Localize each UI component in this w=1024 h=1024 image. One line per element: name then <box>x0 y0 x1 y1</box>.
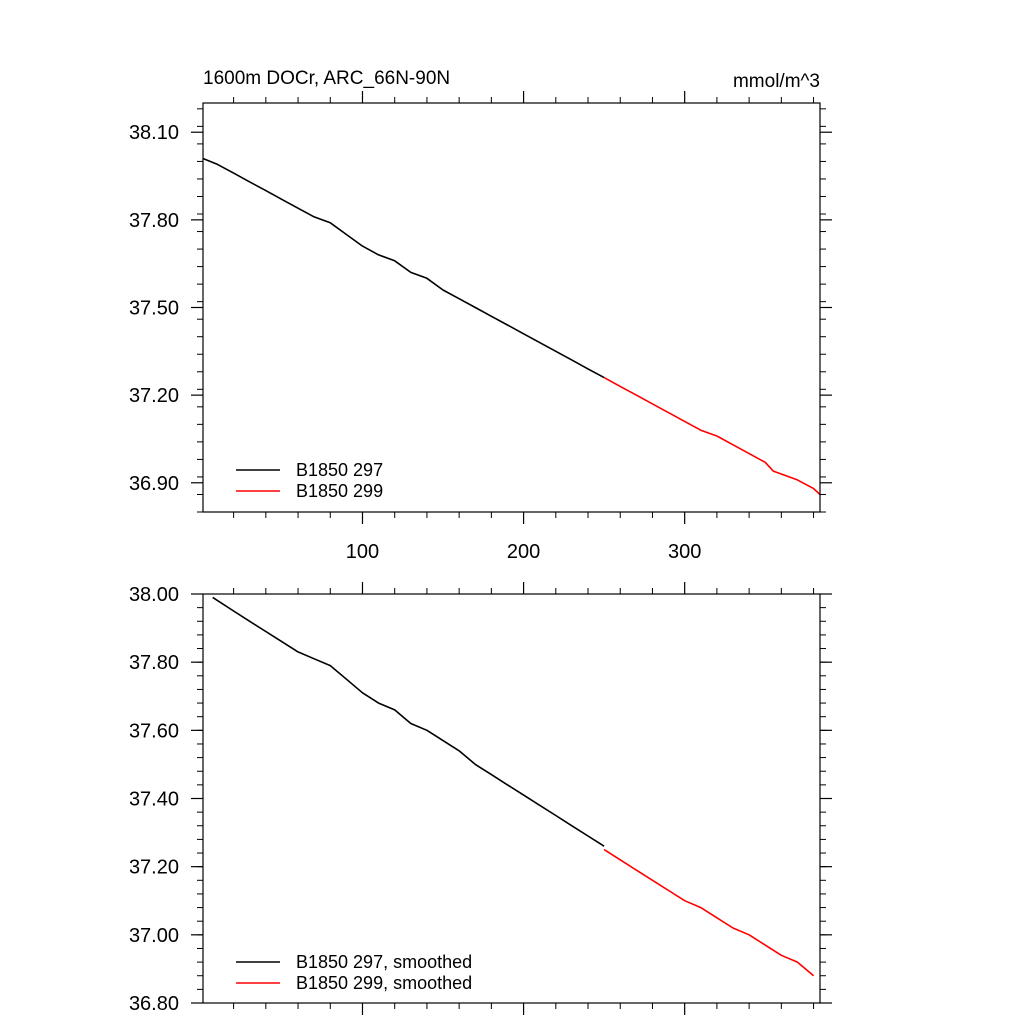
y-tick-label: 37.20 <box>129 385 179 407</box>
units-label: mmol/m^3 <box>733 71 820 92</box>
series-line-2 <box>603 376 821 496</box>
y-tick-label: 37.80 <box>129 210 179 232</box>
y-tick-label: 38.10 <box>129 122 179 144</box>
chart-title: 1600m DOCr, ARC_66N-90N <box>203 68 450 89</box>
legend-label: B1850 297 <box>296 460 383 480</box>
plot-frame <box>202 593 821 1004</box>
x-tick-label: 200 <box>507 541 540 563</box>
y-tick-label: 36.90 <box>129 473 179 495</box>
legend-label: B1850 297, smoothed <box>296 952 472 972</box>
x-tick-label: 100 <box>346 541 379 563</box>
y-tick-label: 37.00 <box>129 925 179 947</box>
y-tick-label: 37.80 <box>129 652 179 674</box>
y-tick-label: 38.00 <box>129 584 179 606</box>
y-tick-label: 37.20 <box>129 857 179 879</box>
y-tick-label: 37.50 <box>129 298 179 320</box>
series-line-2 <box>603 848 815 977</box>
bottom-panel: 36.80 37.00 37.20 37.40 37.60 37.80 38.00 B185… <box>129 582 832 1015</box>
legend-label: B1850 299, smoothed <box>296 973 472 993</box>
plot-frame <box>202 102 821 513</box>
x-tick-label: 300 <box>668 541 701 563</box>
y-tick-label: 37.40 <box>129 789 179 811</box>
top-panel: 1600m DOCr, ARC_66N-90N mmol/m^3 36.90 37… <box>129 68 832 563</box>
legend-label: B1850 299 <box>296 481 383 501</box>
y-tick-label: 36.80 <box>129 993 179 1015</box>
series-line-1 <box>202 157 605 379</box>
series-line-1 <box>212 596 605 847</box>
y-tick-label: 37.60 <box>129 720 179 742</box>
